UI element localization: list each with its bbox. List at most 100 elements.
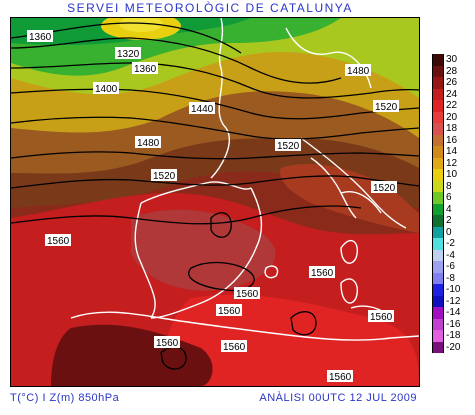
svg-text:1400: 1400 [95,84,118,95]
legend-swatch [432,238,444,250]
contour-label: 1560 [45,234,71,247]
legend-swatch [432,307,444,319]
temp-band-26 [161,294,419,386]
legend-label: -14 [446,307,461,318]
legend-swatch [432,100,444,112]
footer-analysis-time: ANÀLISI 00UTC 12 JUL 2009 [259,392,417,404]
legend-swatch [432,192,444,204]
legend-row: 4 [432,203,475,215]
svg-text:1560: 1560 [311,268,334,279]
legend-row: 22 [432,100,475,112]
legend-label: 6 [446,192,452,203]
contour-label: 1560 [368,310,394,323]
legend-swatch [432,318,444,330]
legend-label: 22 [446,100,458,111]
svg-text:1480: 1480 [347,66,370,77]
svg-text:1560: 1560 [223,342,246,353]
legend-row: -10 [432,284,475,296]
contour-label: 1560 [309,266,335,279]
legend-swatch [432,180,444,192]
legend-row: 30 [432,54,475,66]
legend-swatch [432,341,444,353]
legend-row: 24 [432,88,475,100]
legend-label: 16 [446,134,458,146]
header-title: SERVEI METEOROLÒGIC DE CATALUNYA [67,1,353,15]
svg-text:1520: 1520 [277,141,300,152]
height-contours [11,22,419,370]
svg-text:1560: 1560 [218,306,241,317]
legend-label: 26 [446,77,458,88]
contour-label: 1480 [345,64,371,77]
legend-row: -20 [432,341,475,353]
legend-label: 10 [446,169,458,180]
contour-label: 1520 [151,169,177,182]
legend-row: -4 [432,249,475,261]
legend-label: 4 [446,203,452,215]
legend-swatch [432,88,444,100]
legend-swatch [432,123,444,135]
legend-label: 2 [446,215,452,226]
legend-swatch [432,261,444,273]
svg-text:1560: 1560 [329,372,352,383]
svg-text:1520: 1520 [375,102,398,113]
legend-row: 10 [432,169,475,181]
legend-row: -2 [432,238,475,250]
legend-swatch [432,215,444,227]
svg-text:1360: 1360 [134,64,157,75]
legend-row: -12 [432,295,475,307]
legend-row: -16 [432,318,475,330]
legend-row: 12 [432,157,475,169]
svg-text:1560: 1560 [47,236,70,247]
contour-label: 1360 [27,30,53,43]
legend-label: 14 [446,146,458,157]
contour-label: 1320 [115,47,141,60]
legend-label: -20 [446,341,461,353]
contour-label: 1400 [93,82,119,95]
legend-swatch [432,111,444,123]
legend-swatch [432,54,444,66]
map-frame: 1360 1320 1360 1400 1440 1480 1520 1480 … [10,17,420,387]
legend-label: 18 [446,123,458,134]
svg-text:1520: 1520 [153,171,176,182]
legend-label: -12 [446,295,461,307]
legend-row: 2 [432,215,475,227]
legend-swatch [432,134,444,146]
legend-label: -10 [446,284,461,295]
legend-row: -18 [432,330,475,342]
weather-map: 1360 1320 1360 1400 1440 1480 1520 1480 … [11,18,419,386]
legend-swatch [432,169,444,181]
legend-label: 24 [446,88,458,100]
legend-label: 8 [446,180,452,192]
legend-row: 18 [432,123,475,135]
legend-label: -18 [446,330,461,341]
legend-row: 8 [432,180,475,192]
legend-row: 26 [432,77,475,89]
italy-warm [280,163,419,233]
svg-text:1360: 1360 [29,32,52,43]
svg-text:1440: 1440 [191,104,214,115]
contour-label: 1560 [234,287,260,300]
legend-swatch [432,157,444,169]
legend-swatch [432,295,444,307]
legend-swatch [432,330,444,342]
legend-row: 20 [432,111,475,123]
cold-core-center [119,18,163,32]
legend-swatch [432,272,444,284]
contour-label: 1560 [221,340,247,353]
legend-swatch [432,65,444,77]
svg-text:1320: 1320 [117,49,140,60]
legend-row: 6 [432,192,475,204]
contour-labels: 1360 1320 1360 1400 1440 1480 1520 1480 … [27,30,399,383]
contour-label: 1520 [275,139,301,152]
svg-text:1560: 1560 [370,312,393,323]
contour-label: 1480 [135,136,161,149]
legend-swatch [432,77,444,89]
legend-row: 16 [432,134,475,146]
iberia-warm [131,209,276,291]
legend-label: -2 [446,238,455,249]
svg-text:1560: 1560 [236,289,259,300]
contour-label: 1560 [327,370,353,383]
legend-label: -4 [446,249,455,261]
contour-label: 1520 [371,181,397,194]
legend-swatch [432,284,444,296]
